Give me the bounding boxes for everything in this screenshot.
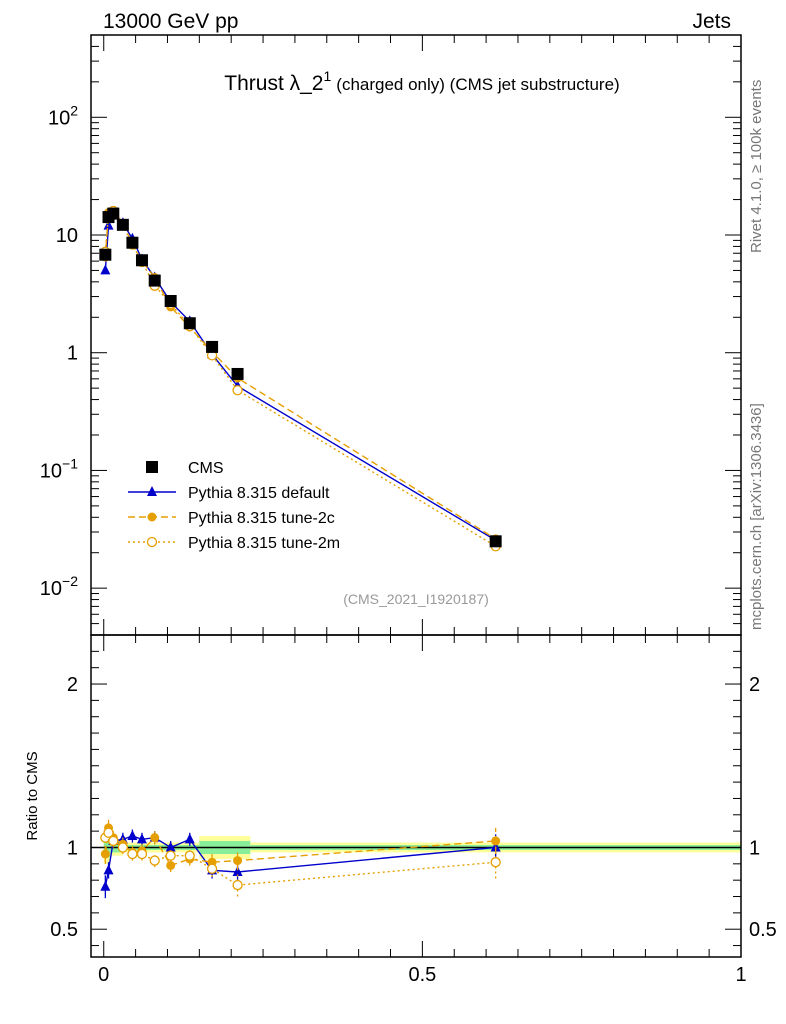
marker-triangle	[100, 264, 111, 275]
marker-square	[489, 535, 502, 548]
marker-circle	[233, 856, 243, 866]
title-rest: (charged only) (CMS jet substructure)	[336, 75, 619, 94]
marker-square	[116, 218, 129, 231]
y-tick-label: 10−2	[40, 573, 78, 600]
marker-open-circle	[165, 850, 176, 861]
marker-triangle	[103, 219, 114, 230]
marker-open-circle	[149, 855, 160, 866]
ratio-y-tick-label: 2	[67, 674, 78, 696]
ratio-line-pythia-8-315-tune-2m	[104, 831, 496, 886]
marker-circle	[100, 849, 110, 859]
ratio-y-tick-label: 1	[67, 837, 78, 859]
y-tick-exp: −2	[62, 573, 78, 589]
ratio-axis-ticks	[91, 650, 741, 947]
marker-triangle	[103, 864, 114, 875]
legend: CMS Pythia 8.315 default Pythia 8.315 tune…	[128, 460, 340, 552]
main-axis-ticks	[91, 34, 741, 636]
x-tick-label: 0	[98, 964, 109, 986]
marker-triangle	[100, 880, 111, 891]
ratio-ylabel: Ratio to CMS	[24, 751, 41, 840]
ratio-series	[100, 819, 501, 899]
marker-triangle	[490, 841, 501, 852]
marker-square	[231, 367, 244, 380]
marker-open-circle	[184, 850, 195, 861]
marker-square	[99, 248, 112, 261]
mcplots-label: mcplots.cern.ch [arXiv:1306.3436]	[748, 403, 765, 630]
marker-open-circle	[136, 848, 148, 860]
line-pythia-8-315-tune-2m	[104, 209, 497, 547]
y-tick-exp: −1	[62, 455, 78, 471]
marker-open-circle	[108, 835, 119, 847]
legend-label: Pythia 8.315 tune-2m	[188, 535, 340, 552]
marker-open-circle	[490, 857, 501, 868]
ratio-y-labels: 0.5 0.5 1 1 2 2	[50, 674, 777, 941]
marker-square	[135, 254, 148, 267]
legend-label: Pythia 8.315 tune-2c	[188, 510, 335, 527]
ratio-y-tick-label: 0.5	[50, 919, 78, 941]
marker-open-circle	[103, 827, 114, 838]
marker-square	[183, 317, 196, 330]
plot-title: Thrust λ_21 (charged only) (CMS jet subst…	[224, 68, 619, 95]
x-tick-label: 0.5	[408, 964, 436, 986]
marker-circle	[491, 836, 501, 846]
y-tick-base: 10	[56, 225, 78, 247]
marker-circle	[166, 860, 176, 870]
marker-open-circle	[206, 863, 218, 874]
marker-triangle	[232, 866, 243, 877]
y-tick-base: 10	[48, 107, 70, 129]
marker-square	[148, 274, 161, 287]
y-tick-label: 102	[48, 102, 78, 129]
title-sup: 1	[323, 68, 331, 84]
marker-square	[107, 207, 120, 220]
marker-circle	[150, 833, 160, 843]
marker-open-circle	[127, 848, 138, 860]
marker-open-circle	[146, 536, 158, 548]
ratio-y-tick-label-right: 1	[749, 837, 760, 859]
legend-label: Pythia 8.315 default	[188, 485, 330, 502]
title-main: Thrust λ_2	[224, 72, 323, 95]
y-tick-base: 10	[40, 578, 62, 600]
x-tick-label: 1	[735, 964, 746, 986]
y-tick-exp: 2	[70, 102, 78, 118]
marker-triangle	[136, 833, 147, 844]
y-tick-base: 10	[40, 460, 62, 482]
marker-square	[146, 461, 158, 473]
marker-open-circle	[232, 385, 243, 396]
marker-circle	[147, 512, 157, 522]
ratio-y-tick-label-right: 0.5	[749, 919, 777, 941]
y-tick-base: 1	[67, 343, 78, 365]
y-tick-label: 1	[67, 343, 78, 365]
marker-triangle	[127, 830, 138, 841]
watermark: (CMS_2021_I1920187)	[343, 591, 489, 607]
marker-open-circle	[117, 842, 129, 853]
y-tick-label: 10	[56, 225, 78, 247]
ratio-y-tick-label-right: 2	[749, 674, 760, 696]
y-tick-label: 10−1	[40, 455, 78, 482]
marker-square	[164, 295, 177, 308]
marker-triangle	[184, 833, 195, 844]
rivet-label: Rivet 4.1.0, ≥ 100k events	[748, 80, 765, 253]
legend-label: CMS	[188, 460, 224, 477]
marker-triangle	[147, 486, 157, 496]
main-series	[99, 205, 502, 552]
marker-open-circle	[232, 879, 243, 891]
marker-triangle	[165, 841, 176, 852]
header-left: 13000 GeV pp	[103, 10, 238, 33]
marker-square	[206, 340, 219, 353]
header-right: Jets	[692, 10, 731, 33]
ratio-frame	[90, 634, 742, 958]
marker-square	[126, 236, 139, 249]
